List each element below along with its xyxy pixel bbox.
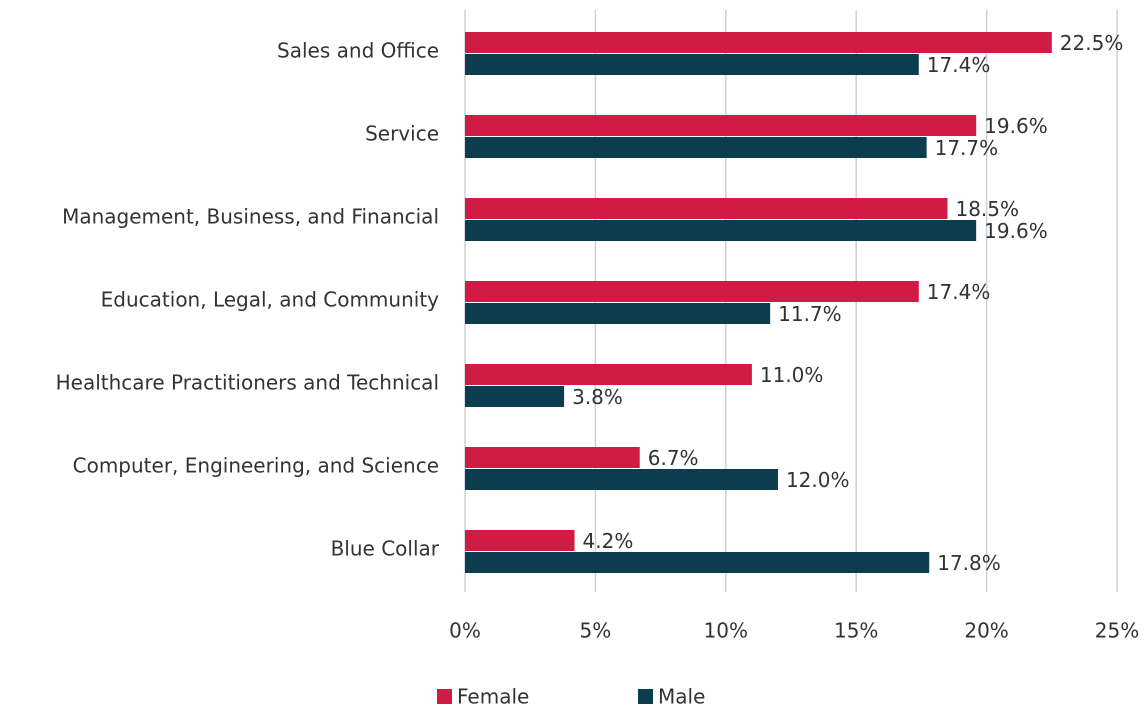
data-label: 4.2% — [583, 529, 634, 553]
bar — [465, 530, 575, 551]
bar — [465, 469, 778, 490]
legend-swatch — [638, 689, 653, 704]
data-label: 17.8% — [937, 551, 1001, 575]
bar — [465, 552, 930, 573]
y-tick-label: Service — [365, 122, 439, 146]
y-tick-label: Sales and Office — [277, 39, 439, 63]
bar — [465, 386, 565, 407]
bar — [465, 198, 948, 219]
bar — [465, 115, 977, 136]
data-label: 17.7% — [935, 136, 999, 160]
x-tick-label: 25% — [1095, 619, 1139, 643]
x-tick-label: 5% — [580, 619, 612, 643]
legend-label: Male — [658, 685, 705, 709]
data-label: 19.6% — [984, 114, 1048, 138]
data-label: 22.5% — [1060, 31, 1124, 55]
bar — [465, 364, 752, 385]
x-tick-label: 20% — [964, 619, 1008, 643]
bar — [465, 303, 771, 324]
data-label: 12.0% — [786, 468, 850, 492]
bar — [465, 54, 919, 75]
y-tick-label: Blue Collar — [331, 537, 440, 561]
data-label: 19.6% — [984, 219, 1048, 243]
y-tick-label: Management, Business, and Financial — [62, 205, 439, 229]
y-tick-label: Healthcare Practitioners and Technical — [56, 371, 439, 395]
bar — [465, 447, 640, 468]
bar — [465, 32, 1052, 53]
bar — [465, 220, 977, 241]
x-tick-label: 0% — [449, 619, 481, 643]
data-label: 3.8% — [572, 385, 623, 409]
x-tick-label: 10% — [704, 619, 748, 643]
y-tick-label: Education, Legal, and Community — [101, 288, 440, 312]
bar — [465, 137, 927, 158]
legend-label: Female — [457, 685, 529, 709]
data-label: 6.7% — [648, 446, 699, 470]
data-label: 17.4% — [927, 280, 991, 304]
data-label: 11.0% — [760, 363, 824, 387]
data-label: 11.7% — [778, 302, 842, 326]
y-tick-label: Computer, Engineering, and Science — [73, 454, 439, 478]
data-label: 17.4% — [927, 53, 991, 77]
legend-swatch — [437, 689, 452, 704]
data-label: 18.5% — [955, 197, 1019, 221]
x-tick-label: 15% — [834, 619, 878, 643]
bar — [465, 281, 919, 302]
